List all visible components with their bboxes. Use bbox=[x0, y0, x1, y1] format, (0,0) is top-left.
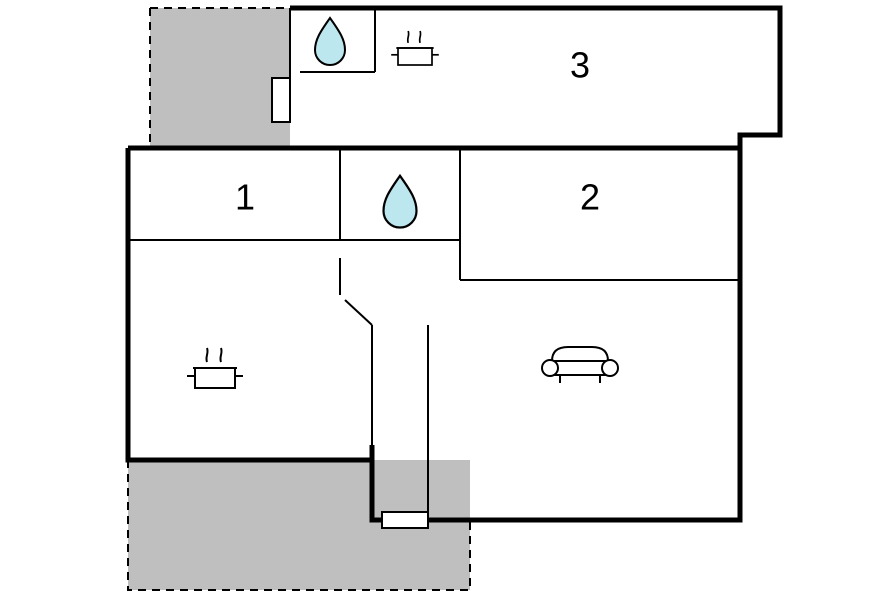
inner-wall bbox=[345, 300, 372, 325]
door-bottom bbox=[382, 512, 428, 528]
room-label-2: 2 bbox=[580, 177, 600, 218]
water-icon bbox=[315, 18, 345, 65]
room-label-3: 3 bbox=[570, 45, 590, 86]
cookpot-icon bbox=[187, 348, 243, 388]
room-label-1: 1 bbox=[235, 177, 255, 218]
water-icon bbox=[384, 176, 417, 228]
door-top bbox=[272, 78, 290, 122]
outer-wall bbox=[290, 8, 780, 148]
patio-top-left bbox=[150, 8, 290, 148]
cookpot-icon bbox=[391, 31, 439, 65]
sofa-icon bbox=[542, 347, 618, 383]
floor-plan: 1 2 3 bbox=[0, 0, 896, 597]
